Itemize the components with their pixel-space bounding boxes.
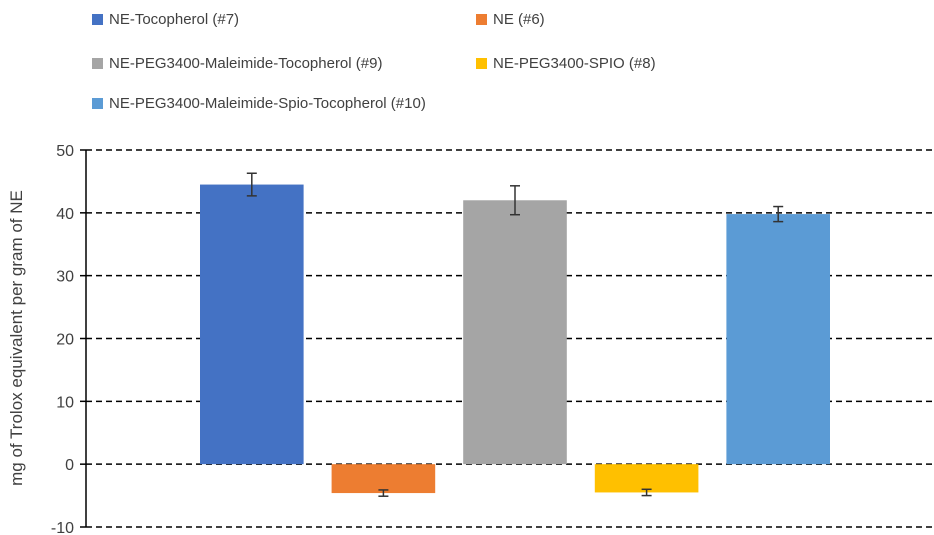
legend-swatch <box>92 98 103 109</box>
bar <box>463 200 567 465</box>
legend-entry: NE-PEG3400-SPIO (#8) <box>493 55 656 72</box>
legend-swatch <box>476 14 487 25</box>
legend-entry: NE (#6) <box>493 11 545 28</box>
legend-entry: NE-PEG3400-Maleimide-Tocopherol (#9) <box>109 55 382 72</box>
legend: NE-Tocopherol (#7) NE (#6) NE-PEG3400-Male… <box>92 11 656 112</box>
legend-swatch <box>92 58 103 69</box>
bars <box>200 172 830 497</box>
legend-entry: NE-Tocopherol (#7) <box>109 11 239 28</box>
legend-swatch <box>476 58 487 69</box>
bar <box>331 464 436 494</box>
y-tick-label: -10 <box>51 520 74 535</box>
bar <box>200 184 304 465</box>
legend-entry: NE-PEG3400-Maleimide-Spio-Tocopherol (#1… <box>109 95 426 112</box>
bar <box>594 464 699 493</box>
y-tick-label: 40 <box>56 206 74 223</box>
y-tick-label: 10 <box>56 394 74 411</box>
y-axis: -10 0 10 20 30 40 50 <box>51 143 87 535</box>
legend-swatch <box>92 14 103 25</box>
bar <box>726 214 830 465</box>
y-tick-label: 50 <box>56 143 74 160</box>
y-tick-label: 30 <box>56 269 74 286</box>
y-axis-label: mg of Trolox equivalent per gram of NE <box>7 190 26 486</box>
y-tick-label: 20 <box>56 332 74 349</box>
y-tick-label: 0 <box>65 457 74 474</box>
